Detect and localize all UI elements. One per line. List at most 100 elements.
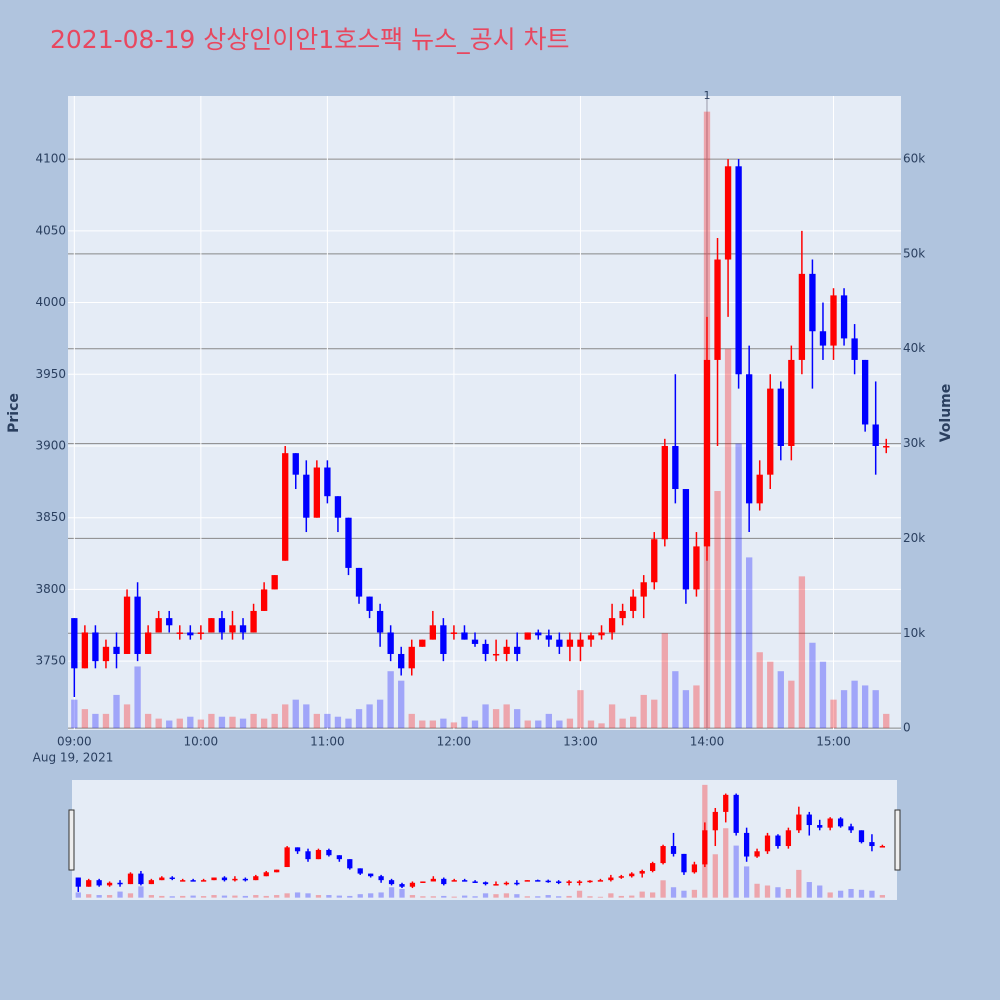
candle-body xyxy=(827,818,833,828)
range-slider[interactable] xyxy=(72,780,897,900)
y2-tick-label: 40k xyxy=(903,341,925,355)
volume-bar xyxy=(355,709,363,729)
candle-body xyxy=(639,870,645,874)
volume-bar xyxy=(809,642,816,729)
volume-bar xyxy=(693,685,700,729)
candle-body xyxy=(861,359,869,425)
volume-bar xyxy=(556,896,562,898)
volume-bar xyxy=(796,869,802,898)
candle-body xyxy=(535,880,541,882)
volume-bar xyxy=(672,671,679,729)
candle-body xyxy=(629,873,635,877)
volume-bar xyxy=(430,896,436,898)
volume-bar xyxy=(764,885,771,898)
candle-body xyxy=(577,639,584,647)
y-tick-label: 4050 xyxy=(35,223,66,237)
candle-body xyxy=(148,880,155,885)
volume-bar xyxy=(767,661,774,729)
x-tick-label: 12:00 xyxy=(437,735,472,749)
candle-body xyxy=(441,878,447,885)
candle-body xyxy=(556,639,563,647)
volume-bar xyxy=(608,893,614,898)
candle-body xyxy=(837,818,844,827)
candle-body xyxy=(229,625,236,633)
candle-body xyxy=(242,878,248,881)
slider-handle[interactable] xyxy=(68,809,75,871)
volume-bar xyxy=(471,720,479,729)
candle-body xyxy=(619,610,626,619)
volume-bar xyxy=(200,896,207,898)
candle-body xyxy=(334,496,342,518)
volume-bar xyxy=(861,685,869,729)
event-label: 1 xyxy=(703,89,710,102)
x-tick-label: 13:00 xyxy=(563,735,598,749)
candle-body xyxy=(86,880,92,887)
candle-body xyxy=(450,632,458,634)
volume-bar xyxy=(336,895,342,898)
volume-bar xyxy=(134,666,141,729)
volume-bar xyxy=(303,704,310,729)
candle-body xyxy=(387,632,394,654)
x-tick-label: 15:00 xyxy=(816,735,851,749)
volume-bar xyxy=(441,895,447,898)
candle-body xyxy=(282,453,289,561)
candle-body xyxy=(503,646,510,654)
y-axis-title: Price xyxy=(6,393,22,433)
y-tick-label: 3950 xyxy=(35,367,66,381)
candle-body xyxy=(879,846,886,848)
candle-body xyxy=(357,868,363,874)
volume-bar xyxy=(242,895,248,898)
volume-bar xyxy=(451,896,457,898)
volume-bar xyxy=(733,845,739,898)
volume-bar xyxy=(649,892,656,898)
volume-bar xyxy=(239,718,247,729)
candle-body xyxy=(618,876,624,878)
volume-bar xyxy=(218,716,226,729)
candle-body xyxy=(848,826,854,831)
volume-bar xyxy=(148,895,155,898)
volume-bar xyxy=(315,895,322,898)
volume-bar xyxy=(419,720,426,729)
volume-bar xyxy=(587,896,593,898)
candle-body xyxy=(702,830,708,865)
volume-bar xyxy=(368,893,374,898)
volume-bar xyxy=(123,704,131,729)
volume-bar xyxy=(378,892,384,898)
candle-body xyxy=(398,653,405,669)
volume-bar xyxy=(221,895,228,898)
volume-bar xyxy=(629,895,635,898)
candle-body xyxy=(472,881,478,883)
candle-body xyxy=(187,632,194,636)
volume-bar xyxy=(387,671,394,729)
candle-body xyxy=(451,880,457,882)
volume-bar xyxy=(608,704,616,729)
volume-bar xyxy=(745,557,753,729)
candle-body xyxy=(587,635,595,640)
candle-body xyxy=(366,596,373,611)
candle-body xyxy=(587,880,593,883)
candle-body xyxy=(92,632,99,662)
candle-body xyxy=(851,338,858,360)
candle-body xyxy=(218,618,226,633)
volume-bar xyxy=(777,671,784,729)
candle-body xyxy=(106,882,113,886)
candle-body xyxy=(576,881,583,883)
candle-body xyxy=(724,166,732,260)
y2-tick-label: 50k xyxy=(903,246,925,260)
y2-tick-label: 30k xyxy=(903,436,925,450)
volume-bar xyxy=(754,883,760,898)
candle-body xyxy=(503,882,510,885)
candle-body xyxy=(714,259,721,360)
volume-bar xyxy=(253,895,259,898)
candle-body xyxy=(113,646,120,654)
volume-bar xyxy=(166,720,173,729)
candle-body xyxy=(221,877,228,881)
candle-body xyxy=(693,546,700,590)
volume-bar xyxy=(271,713,278,729)
x-tick-label: 09:00 xyxy=(57,735,92,749)
candle-body xyxy=(535,632,542,636)
volume-bar xyxy=(788,680,795,729)
candle-body xyxy=(461,632,468,640)
slider-handle[interactable] xyxy=(894,809,901,871)
